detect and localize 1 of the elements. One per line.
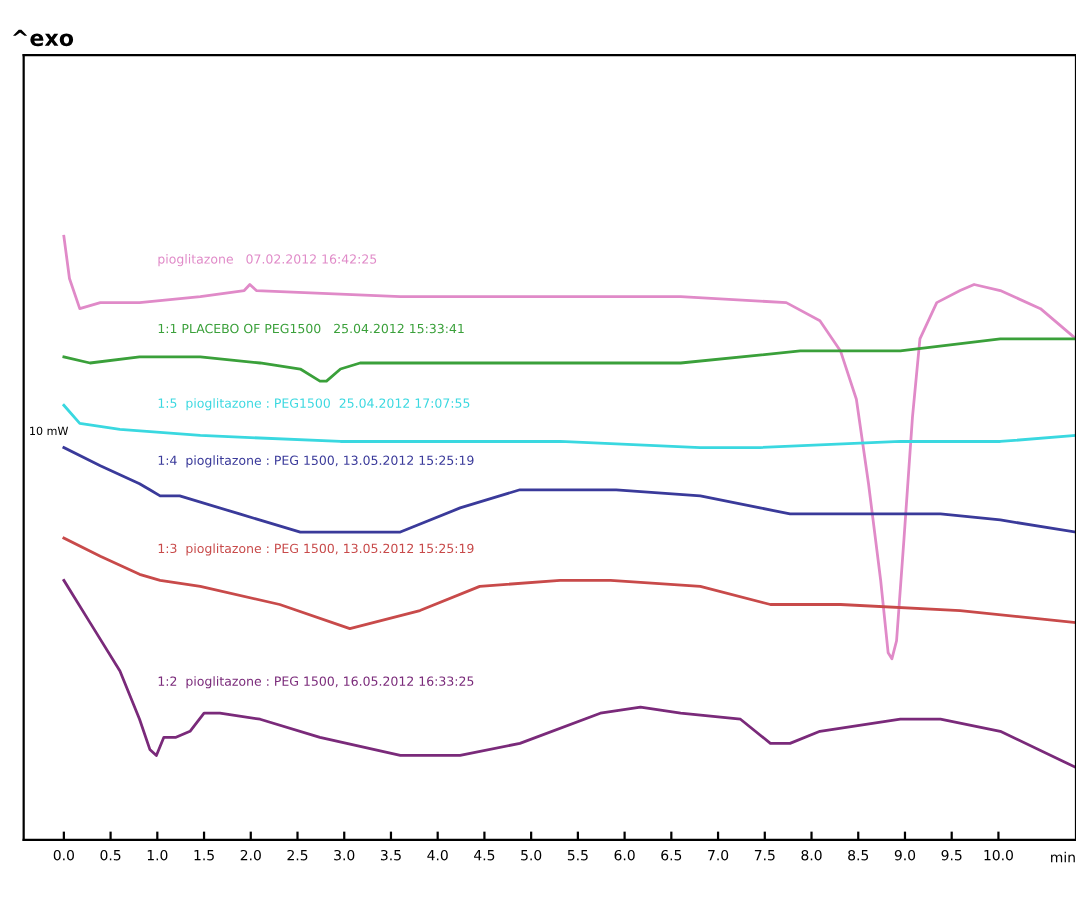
text: ^exo: [13, 29, 74, 47]
